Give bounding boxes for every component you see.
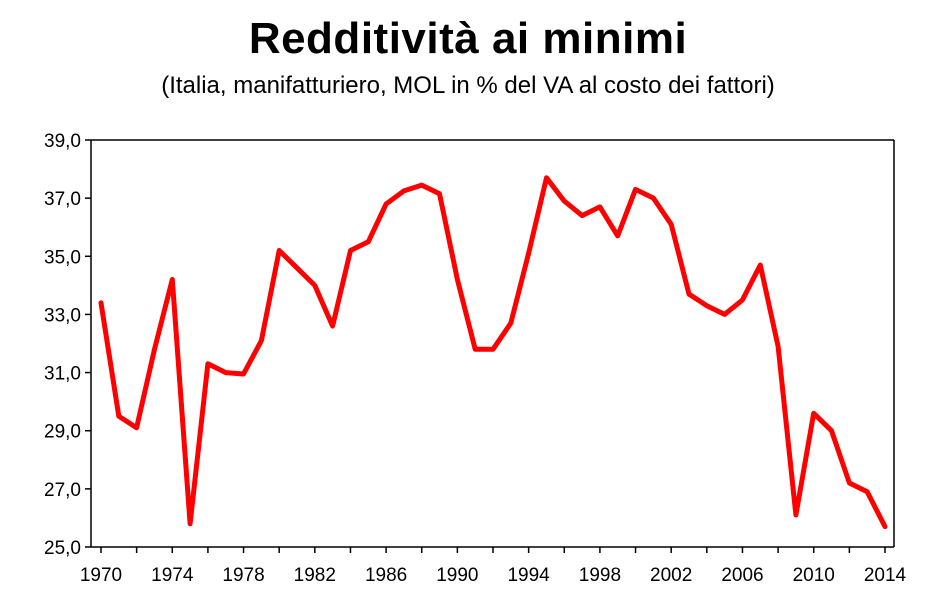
data-point [848, 482, 850, 484]
x-tick-label: 1990 [436, 565, 478, 586]
data-point [831, 430, 833, 432]
data-point [706, 305, 708, 307]
data-point [207, 363, 209, 365]
data-point [492, 348, 494, 350]
data-point [171, 279, 173, 281]
x-tick-label: 1998 [579, 565, 621, 586]
x-tick-label: 2002 [650, 565, 692, 586]
x-tick-label: 1982 [294, 565, 336, 586]
data-point [777, 345, 779, 347]
chart-title: Redditività ai minimi [248, 14, 688, 63]
data-point [314, 284, 316, 286]
data-point [349, 249, 351, 251]
y-axis-ticks: 25,0 27,0 29,0 31,0 33,0 35,0 37,0 39,0 [44, 131, 91, 559]
x-axis-ticks: 1970 1974 1978 1982 1986 1990 1994 1998 2002 2006… [80, 547, 907, 586]
data-point [545, 177, 547, 179]
data-point [367, 241, 369, 243]
x-tick-label: 1974 [151, 565, 194, 586]
plot-area [90, 139, 895, 548]
x-tick-label: 1986 [365, 565, 407, 586]
data-point [795, 514, 797, 516]
y-tick-label: 35,0 [44, 247, 81, 268]
y-tick-label: 39,0 [44, 131, 81, 152]
data-point [884, 526, 886, 528]
x-tick-label: 1970 [80, 565, 122, 586]
x-tick-label: 2010 [793, 565, 835, 586]
data-point [421, 184, 423, 186]
data-point [153, 348, 155, 350]
data-point [403, 190, 405, 192]
y-tick-label: 33,0 [44, 305, 81, 326]
data-point [563, 200, 565, 202]
data-point [741, 299, 743, 301]
y-tick-label: 37,0 [44, 189, 81, 210]
data-point [474, 348, 476, 350]
data-point [688, 293, 690, 295]
data-point [813, 412, 815, 414]
y-tick-label: 25,0 [44, 538, 81, 559]
data-point [278, 249, 280, 251]
data-point [866, 491, 868, 493]
data-point [225, 372, 227, 374]
data-point [759, 264, 761, 266]
data-point [528, 252, 530, 254]
x-tick-label: 2006 [721, 565, 763, 586]
data-point [189, 523, 191, 525]
y-tick-label: 27,0 [44, 480, 81, 501]
data-point [260, 340, 262, 342]
x-tick-label: 1978 [222, 565, 264, 586]
data-point [439, 193, 441, 195]
series-line [98, 175, 888, 530]
data-point [385, 203, 387, 205]
series-group [98, 175, 888, 530]
data-point [296, 267, 298, 269]
x-tick-label: 1994 [507, 565, 550, 586]
data-point [599, 206, 601, 208]
data-point [724, 313, 726, 315]
data-point [670, 223, 672, 225]
data-point [635, 188, 637, 190]
y-tick-label: 29,0 [44, 422, 81, 443]
data-point [510, 322, 512, 324]
data-point [136, 427, 138, 429]
data-point [243, 373, 245, 375]
data-point [100, 302, 102, 304]
x-tick-label: 2014 [864, 565, 907, 586]
data-point [652, 197, 654, 199]
data-point [118, 415, 120, 417]
chart-subtitle: (Italia, manifatturiero, MOL in % del VA… [161, 72, 775, 99]
data-point [456, 279, 458, 281]
data-point [332, 325, 334, 327]
y-tick-label: 31,0 [44, 364, 81, 385]
data-point [581, 215, 583, 217]
data-point [617, 235, 619, 237]
